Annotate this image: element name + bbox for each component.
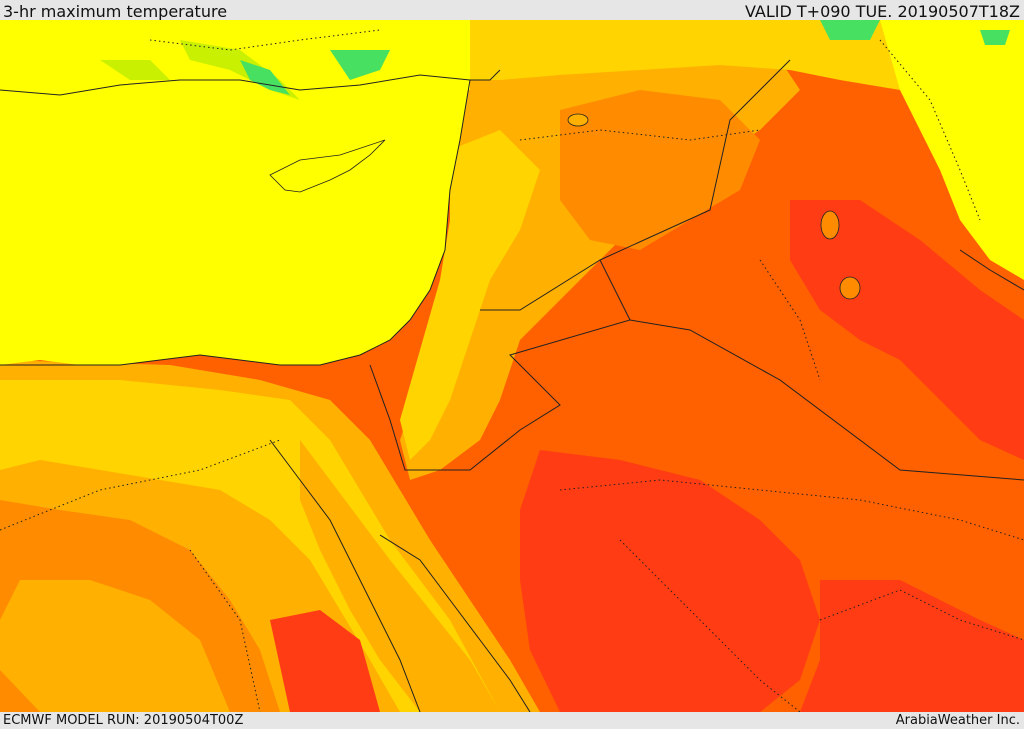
mediterranean-sea	[0, 75, 470, 365]
coastline-red-sea-east	[379, 534, 531, 712]
temp-region-green-f	[980, 30, 1010, 45]
border-dotted-i	[879, 39, 981, 221]
footer-bar: ECMWF MODEL RUN: 20190504T00Z ArabiaWeat…	[0, 712, 1024, 729]
border-dotted-g	[759, 259, 821, 381]
border-solid-b	[629, 319, 1024, 481]
temp-region-yellow-ne	[880, 20, 1024, 280]
coastline-gulf	[959, 249, 1024, 291]
temp-region-yellow-north	[470, 20, 1024, 100]
border-solid-a	[369, 59, 791, 471]
temp-region-red-nile	[270, 610, 380, 712]
temp-region-green-e	[820, 20, 880, 40]
lake-a	[820, 210, 840, 240]
lake-b	[839, 276, 861, 300]
temp-region-orange-syria	[560, 90, 760, 250]
border-dotted-a	[0, 439, 281, 531]
temp-region-green-d	[100, 60, 170, 80]
coastline-turkey	[0, 69, 501, 96]
header-bar: 3-hr maximum temperature VALID T+090 TUE…	[0, 0, 1024, 21]
valid-time-label: VALID T+090 TUE. 20190507T18Z	[744, 2, 1020, 21]
temperature-map	[0, 20, 1024, 712]
temp-region-red-arabia	[520, 450, 820, 712]
temp-region-red-iraq	[790, 200, 1024, 460]
border-dotted-b	[189, 549, 261, 712]
temp-region-amber-sw	[0, 580, 230, 712]
temp-region-gold-levant	[400, 130, 540, 460]
coastline-red-sea-west	[269, 439, 421, 712]
credit-label: ArabiaWeather Inc.	[895, 713, 1020, 728]
model-run-label: ECMWF MODEL RUN: 20190504T00Z	[3, 713, 244, 728]
temp-region-green-c	[330, 50, 390, 80]
border-dotted-c	[559, 479, 1024, 541]
coastline-south-med	[0, 79, 471, 366]
temp-region-red-sea	[300, 440, 500, 712]
map-title: 3-hr maximum temperature	[3, 2, 228, 21]
border-solid-c	[480, 259, 601, 311]
temp-region-red-se	[800, 580, 1024, 712]
lake-c	[567, 113, 589, 127]
cyprus-outline	[269, 139, 386, 193]
